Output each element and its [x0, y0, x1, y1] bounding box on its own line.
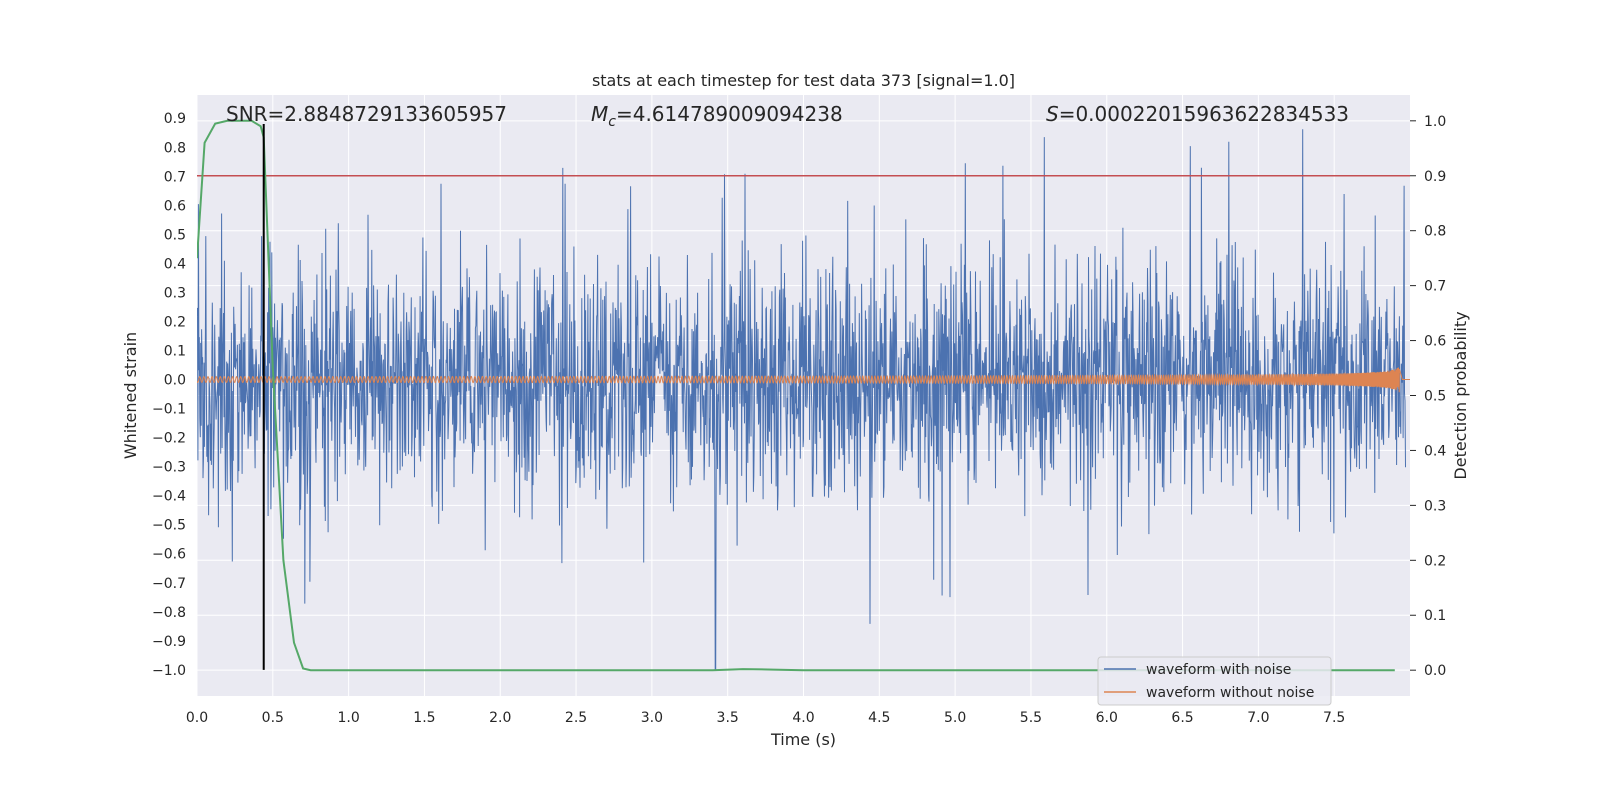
y-tick-label: −0.3: [152, 460, 186, 476]
y2-tick-label: 0.6: [1424, 334, 1446, 350]
chart-title: stats at each timestep for test data 373…: [592, 71, 1015, 90]
y-tick-label: −0.4: [152, 489, 186, 505]
series-waveform-without-noise: [197, 367, 1410, 393]
y-tick-label: 0.2: [164, 314, 186, 330]
series-detection-probability: [197, 119, 1395, 672]
x-tick-label: 6.5: [1171, 710, 1193, 726]
y-tick-label: −0.1: [152, 402, 186, 418]
y-tick-label: 0.5: [164, 227, 186, 243]
data-layer: [197, 119, 1410, 672]
y-tick-label: 0.1: [164, 343, 186, 359]
chirp-mass-value: =4.614789009094238: [616, 102, 843, 126]
y-axis-label: Whitened strain: [121, 332, 140, 459]
y-tick-label: 0.8: [164, 140, 186, 156]
x-tick-label: 4.0: [792, 710, 814, 726]
x-tick-label: 5.0: [944, 710, 966, 726]
x-tick-label: 1.5: [413, 710, 435, 726]
x-tick-label: 3.0: [641, 710, 663, 726]
x-tick-label: 7.0: [1247, 710, 1269, 726]
x-axis-ticks: 0.0 0.5 1.0 1.5 2.0 2.5 3.0 3.5 4.0 4.5 5.0 5.5 6.0 6…: [186, 710, 1345, 726]
y-tick-label: −0.5: [152, 518, 186, 534]
y2-tick-label: 0.4: [1424, 443, 1446, 459]
y-tick-label: 0.6: [164, 198, 186, 214]
y-tick-label: 0.4: [164, 256, 186, 272]
x-tick-label: 2.0: [489, 710, 511, 726]
snr-annotation: SNR=2.8848729133605957: [226, 102, 507, 126]
y-tick-label: 0.0: [164, 373, 186, 389]
y2-tick-label: 0.8: [1424, 224, 1446, 240]
y2-axis-ticks: 1.0 0.9 0.8 0.7 0.6 0.5 0.4 0.3 0.2 0.1 0.0: [1410, 114, 1446, 679]
chirp-mass-symbol: M: [591, 102, 608, 126]
y-tick-label: 0.3: [164, 285, 186, 301]
y2-tick-label: 1.0: [1424, 114, 1446, 130]
y2-tick-label: 0.2: [1424, 553, 1446, 569]
y2-tick-label: 0.3: [1424, 498, 1446, 514]
s-value: =0.00022015963622834533: [1059, 102, 1349, 126]
s-symbol: S: [1046, 102, 1059, 126]
legend-label-noise: waveform with noise: [1146, 662, 1291, 678]
x-tick-label: 0.0: [186, 710, 208, 726]
y2-tick-label: 0.7: [1424, 279, 1446, 295]
legend-box: [1097, 656, 1332, 706]
y-tick-label: −0.6: [152, 547, 186, 563]
y2-axis-label: Detection probability: [1451, 311, 1470, 479]
legend-label-clean: waveform without noise: [1146, 685, 1314, 701]
x-tick-label: 5.5: [1020, 710, 1042, 726]
y2-tick-label: 0.9: [1424, 169, 1446, 185]
legend: waveform with noise waveform without noi…: [1097, 656, 1332, 706]
x-tick-label: 0.5: [262, 710, 284, 726]
x-tick-label: 4.5: [868, 710, 890, 726]
s-annotation: S=0.00022015963622834533: [1046, 102, 1349, 126]
y-tick-label: −0.9: [152, 634, 186, 650]
y-tick-label: 0.9: [164, 111, 186, 127]
chirp-mass-annotation: Mc=4.614789009094238: [591, 102, 843, 130]
y2-tick-label: 0.5: [1424, 389, 1446, 405]
y2-tick-label: 0.1: [1424, 608, 1446, 624]
y-tick-label: −1.0: [152, 663, 186, 679]
y2-tick-label: 0.0: [1424, 663, 1446, 679]
x-tick-label: 1.0: [337, 710, 359, 726]
series-waveform-with-noise: [197, 129, 1406, 671]
y-tick-label: −0.2: [152, 431, 186, 447]
y-axis-ticks: 0.9 0.8 0.7 0.6 0.5 0.4 0.3 0.2 0.1 0.0 −0.1 −0.2 −0…: [152, 111, 186, 679]
x-axis-label: Time (s): [770, 730, 836, 749]
y-tick-label: −0.8: [152, 605, 186, 621]
x-tick-label: 3.5: [717, 710, 739, 726]
y-tick-label: −0.7: [152, 576, 186, 592]
x-tick-label: 7.5: [1323, 710, 1345, 726]
chirp-mass-subscript: c: [608, 114, 616, 130]
x-tick-label: 6.0: [1096, 710, 1118, 726]
y-tick-label: 0.7: [164, 169, 186, 185]
x-tick-label: 2.5: [565, 710, 587, 726]
